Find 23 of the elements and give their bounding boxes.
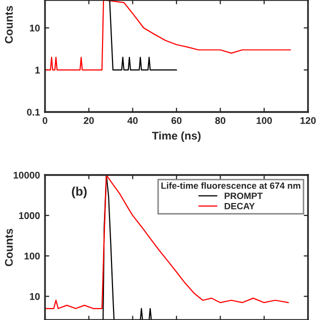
x-axis-title: Time (ns) xyxy=(152,131,201,142)
y-axis-title: Counts xyxy=(4,228,13,266)
y-tick-label: 10 xyxy=(30,24,40,32)
line-series xyxy=(45,0,292,70)
legend-label: PROMPT xyxy=(224,192,263,200)
legend-title: Life-time fluorescence at 674 nm xyxy=(161,182,300,189)
y-axis-title: Counts xyxy=(4,6,13,44)
y-tick-label: 1 xyxy=(35,66,40,74)
y-tick-label: 100 xyxy=(24,252,40,260)
y-tick-label: 0.1 xyxy=(27,108,40,116)
x-tick-label: 80 xyxy=(215,117,226,124)
x-tick-label: 120 xyxy=(300,117,316,124)
annotation: (b) xyxy=(72,186,87,198)
legend-label: DECAY xyxy=(224,202,255,210)
y-tick-label: 1000 xyxy=(19,212,40,220)
x-tick-label: 0 xyxy=(42,117,48,124)
line-series xyxy=(45,175,289,310)
x-tick-label: 40 xyxy=(127,117,138,124)
x-tick-label: 20 xyxy=(84,117,94,124)
x-tick-label: 60 xyxy=(171,117,182,124)
y-tick-label: 10000 xyxy=(14,172,40,179)
x-tick-label: 100 xyxy=(256,117,272,124)
y-tick-label: 10 xyxy=(30,293,40,300)
